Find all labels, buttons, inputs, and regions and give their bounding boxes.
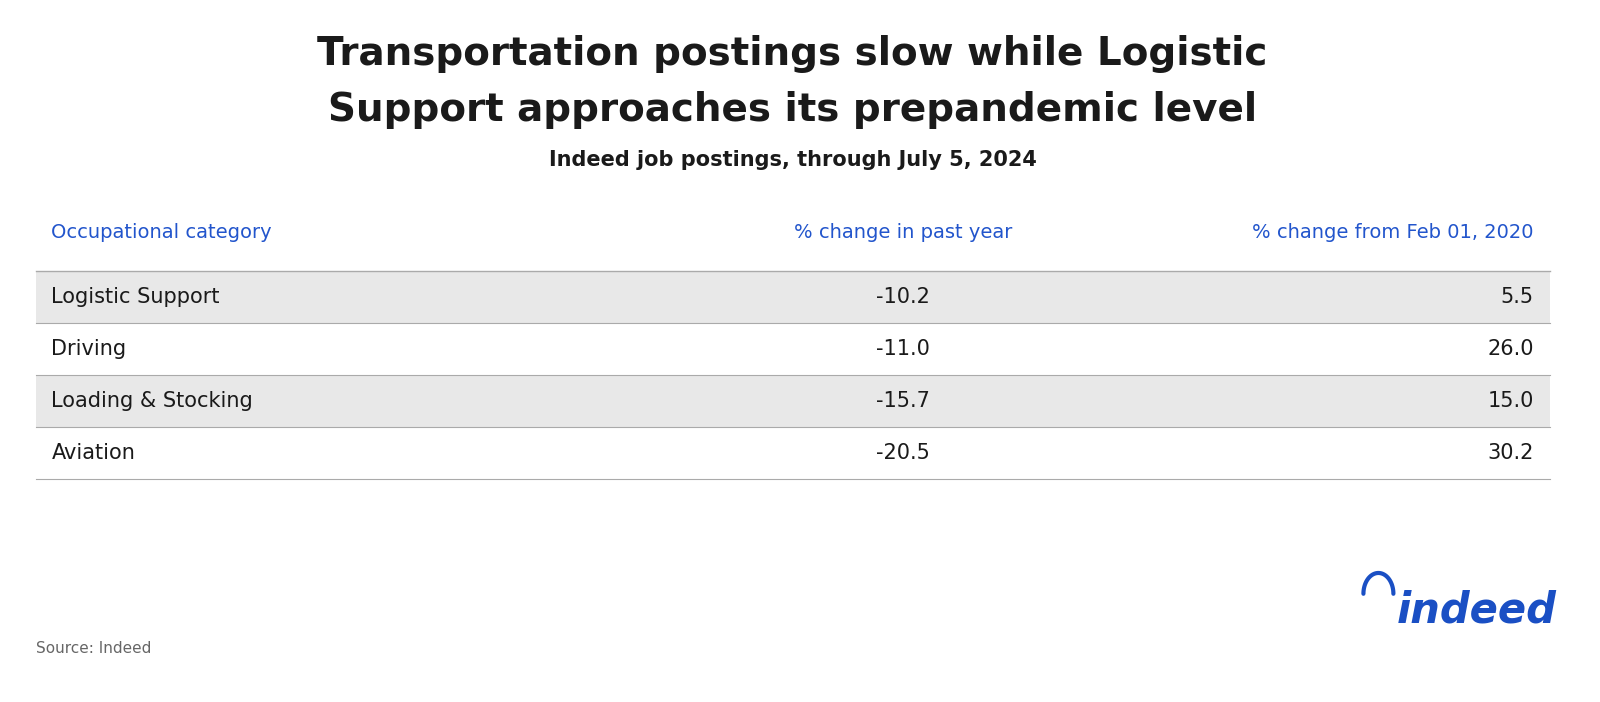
Text: 15.0: 15.0 [1488, 391, 1534, 411]
Text: % change from Feb 01, 2020: % change from Feb 01, 2020 [1253, 223, 1534, 241]
Text: Logistic Support: Logistic Support [51, 287, 219, 307]
Text: indeed: indeed [1397, 590, 1557, 632]
FancyBboxPatch shape [35, 376, 1549, 428]
Text: Transportation postings slow while Logistic: Transportation postings slow while Logis… [317, 35, 1267, 74]
Text: -20.5: -20.5 [877, 444, 930, 463]
Text: 30.2: 30.2 [1488, 444, 1534, 463]
Text: -10.2: -10.2 [877, 287, 930, 307]
Text: 5.5: 5.5 [1501, 287, 1534, 307]
FancyBboxPatch shape [35, 271, 1549, 323]
Text: -11.0: -11.0 [877, 339, 930, 359]
Text: Indeed job postings, through July 5, 2024: Indeed job postings, through July 5, 202… [549, 150, 1037, 170]
Text: Support approaches its prepandemic level: Support approaches its prepandemic level [328, 91, 1258, 129]
Text: Loading & Stocking: Loading & Stocking [51, 391, 253, 411]
Text: Occupational category: Occupational category [51, 223, 272, 241]
Text: Source: Indeed: Source: Indeed [35, 641, 150, 656]
Text: Driving: Driving [51, 339, 126, 359]
Text: % change in past year: % change in past year [794, 223, 1013, 241]
Text: 26.0: 26.0 [1488, 339, 1534, 359]
Text: -15.7: -15.7 [877, 391, 930, 411]
Text: Aviation: Aviation [51, 444, 136, 463]
